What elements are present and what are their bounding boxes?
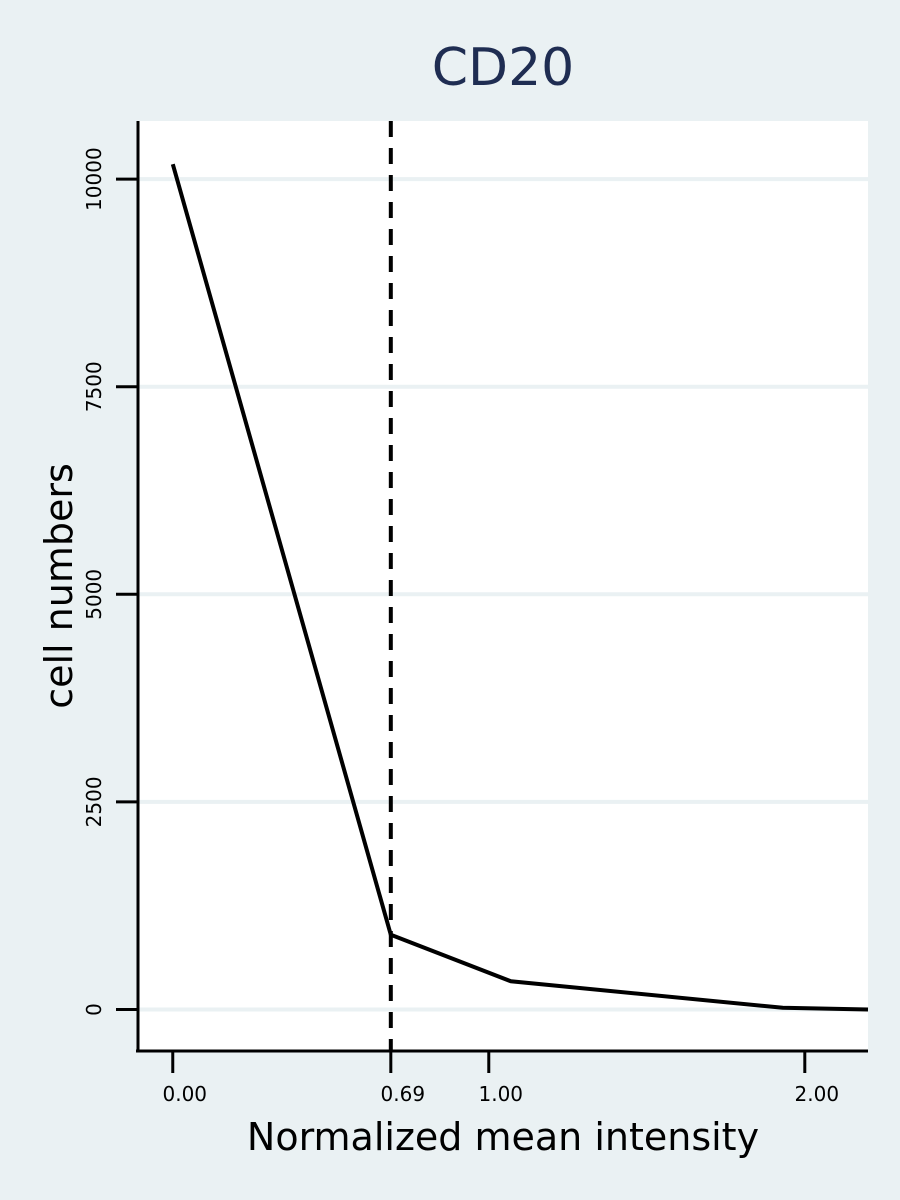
y-tick-label: 0 bbox=[82, 1003, 106, 1016]
y-ticks: 0 2500 5000 7500 10000 bbox=[82, 147, 138, 1016]
x-tick-label: 2.00 bbox=[795, 1082, 840, 1106]
y-tick-label: 7500 bbox=[82, 361, 106, 412]
y-tick-label: 10000 bbox=[82, 147, 106, 211]
y-tick-label: 2500 bbox=[82, 776, 106, 827]
x-tick-label: 0.69 bbox=[381, 1082, 426, 1106]
x-ticks: 0.00 0.69 1.00 2.00 bbox=[162, 1051, 839, 1106]
series-line bbox=[170, 163, 869, 1012]
chart-title: CD20 bbox=[432, 38, 575, 98]
y-tick-label: 5000 bbox=[82, 569, 106, 620]
gridlines bbox=[138, 177, 868, 1012]
series-layer bbox=[170, 163, 869, 1012]
x-tick-label: 0.00 bbox=[162, 1082, 207, 1106]
plot-area bbox=[138, 121, 868, 1051]
x-tick-label: 1.00 bbox=[479, 1082, 524, 1106]
x-axis-label: Normalized mean intensity bbox=[247, 1115, 759, 1159]
y-axis-label: cell numbers bbox=[37, 463, 81, 709]
